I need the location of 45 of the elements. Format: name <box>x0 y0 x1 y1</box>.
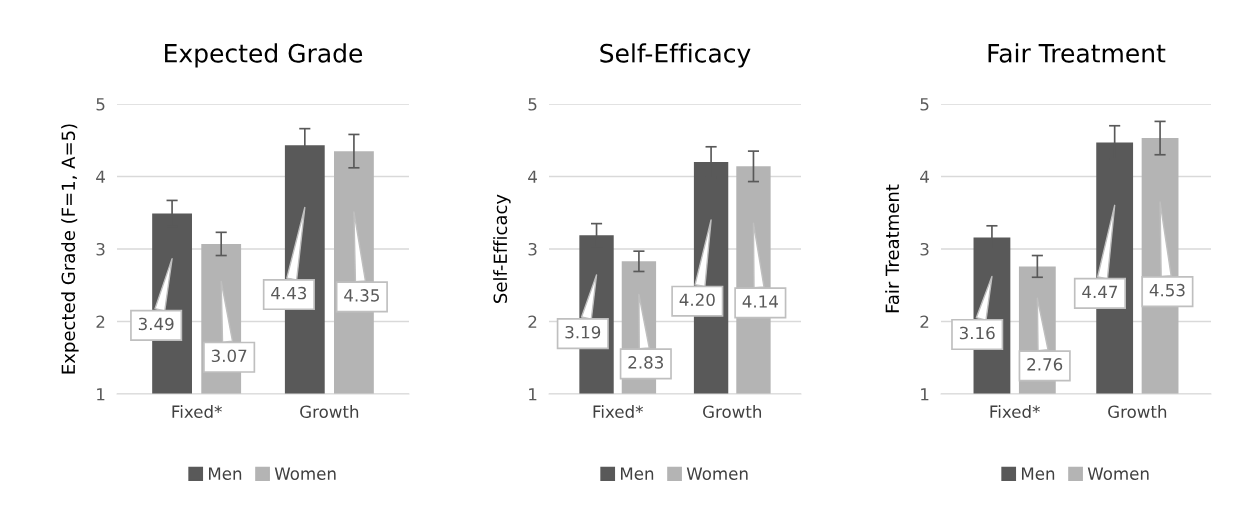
data-label: 4.20 <box>679 293 715 307</box>
y-tick-label: 2 <box>96 315 105 328</box>
legend-label: Men <box>208 467 242 480</box>
y-tick-label: 4 <box>920 170 929 183</box>
legend-label: Women <box>686 467 748 480</box>
legend-label: Women <box>1087 467 1149 480</box>
y-tick-label: 3 <box>528 242 537 256</box>
data-label: 3.16 <box>959 326 995 340</box>
data-label: 3.07 <box>211 349 247 363</box>
data-label: 2.83 <box>628 356 664 369</box>
legend-label: Women <box>274 467 336 480</box>
x-tick-label: Fixed* <box>593 405 643 419</box>
x-tick-label: Growth <box>703 405 762 419</box>
y-axis-title: Expected Grade (F=1, A=5) <box>61 124 79 374</box>
y-tick-label: 1 <box>97 388 105 401</box>
x-tick-label: Fixed* <box>172 405 222 419</box>
y-axis-title: Self-Efficacy <box>493 194 511 303</box>
x-tick-label: Fixed* <box>990 405 1040 419</box>
x-tick-label: Growth <box>1108 405 1167 419</box>
y-axis-title: Fair Treatment <box>885 184 900 313</box>
y-tick-label: 5 <box>920 98 929 111</box>
data-label: 3.19 <box>565 325 601 339</box>
data-label: 4.53 <box>1149 283 1185 297</box>
data-label: 4.35 <box>344 289 379 302</box>
y-tick-label: 3 <box>96 242 105 256</box>
y-tick-label: 5 <box>96 98 105 111</box>
chart-title: Self-Efficacy <box>600 43 751 68</box>
y-tick-label: 5 <box>528 98 537 111</box>
y-tick-label: 4 <box>96 170 105 183</box>
data-label: 4.43 <box>271 286 307 300</box>
data-label: 4.47 <box>1082 285 1118 298</box>
y-tick-label: 4 <box>528 170 537 183</box>
legend-label: Men <box>1021 467 1055 480</box>
y-tick-label: 3 <box>920 242 929 256</box>
x-tick-label: Growth <box>300 405 359 419</box>
data-label: 3.49 <box>138 317 174 331</box>
y-tick-label: 2 <box>528 315 537 328</box>
chart-title: Fair Treatment <box>988 43 1166 63</box>
data-label: 4.14 <box>742 295 778 308</box>
legend-label: Men <box>620 467 654 480</box>
y-tick-label: 2 <box>920 315 929 328</box>
y-tick-label: 1 <box>921 388 929 401</box>
chart-title: Expected Grade <box>165 43 363 68</box>
data-label: 2.76 <box>1027 358 1063 371</box>
y-tick-label: 1 <box>529 388 537 401</box>
